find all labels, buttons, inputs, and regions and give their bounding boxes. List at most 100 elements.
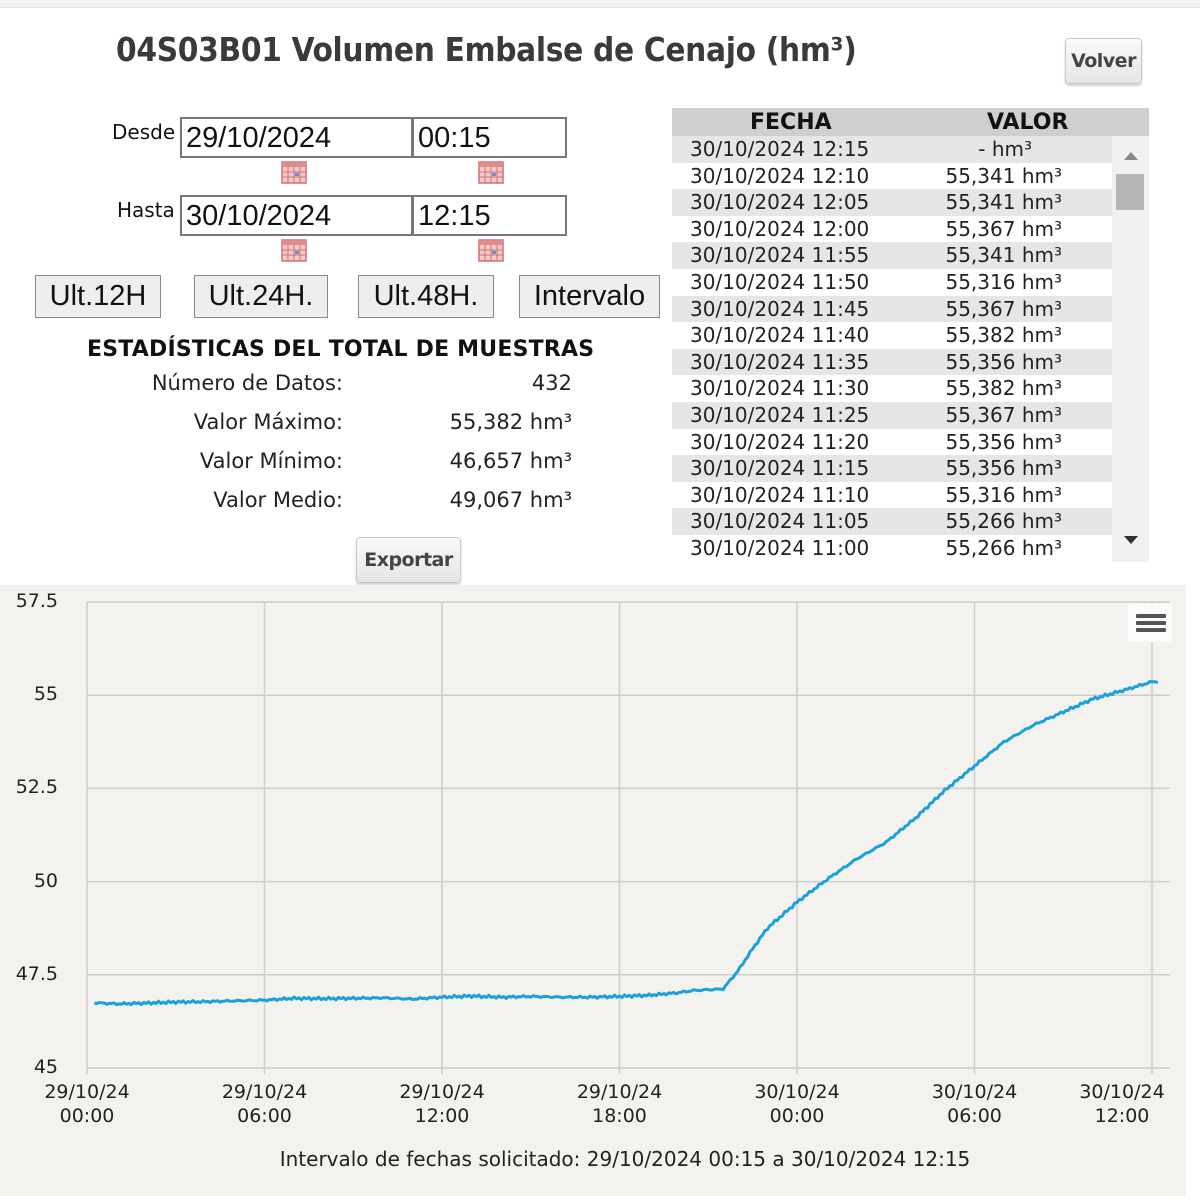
x-tick-date: 30/10/24	[754, 1081, 840, 1103]
table-row[interactable]: 30/10/2024 11:50 55,316 hm³	[672, 268, 1112, 296]
row-fecha: 30/10/2024 11:45	[690, 296, 870, 321]
x-axis-tick-label: 29/10/24 12:00	[382, 1080, 502, 1128]
table-row[interactable]: 30/10/2024 11:20 55,356 hm³	[672, 428, 1112, 456]
row-fecha: 30/10/2024 11:25	[690, 402, 870, 427]
row-fecha: 30/10/2024 11:30	[690, 376, 870, 401]
x-tick-time: 12:00	[414, 1105, 470, 1127]
table-row[interactable]: 30/10/2024 12:05 55,341 hm³	[672, 189, 1112, 216]
table-row[interactable]: 30/10/2024 11:40 55,382 hm³	[672, 322, 1112, 349]
x-axis-tick-label: 29/10/24 06:00	[205, 1080, 325, 1128]
row-fecha: 30/10/2024 12:10	[690, 163, 870, 188]
chart-area	[0, 585, 1186, 1196]
y-axis-tick-label: 47.5	[15, 962, 58, 985]
table-row[interactable]: 30/10/2024 11:10 55,316 hm³	[672, 481, 1112, 509]
row-fecha: 30/10/2024 12:00	[690, 216, 870, 241]
row-fecha: 30/10/2024 11:00	[690, 535, 870, 560]
row-fecha: 30/10/2024 11:40	[690, 323, 870, 348]
row-valor: 55,341 hm³	[945, 163, 1062, 188]
row-valor: 55,316 hm³	[945, 269, 1062, 294]
row-fecha: 30/10/2024 11:35	[690, 349, 870, 374]
table-row[interactable]: 30/10/2024 12:15 - hm³	[672, 136, 1112, 163]
stat-count-value: 432	[531, 371, 572, 395]
table-scrollbar[interactable]	[1112, 136, 1149, 562]
scroll-down-arrow-icon[interactable]	[1124, 536, 1138, 544]
hasta-date-input[interactable]: 30/10/2024	[180, 195, 413, 236]
browser-top-edge	[0, 0, 1200, 8]
x-tick-time: 06:00	[237, 1105, 292, 1127]
stat-min-label: Valor Mínimo:	[199, 449, 343, 473]
row-valor: 55,356 hm³	[945, 349, 1062, 374]
last-48h-button[interactable]: Ult.48H.	[358, 275, 494, 318]
row-valor: 55,382 hm³	[945, 376, 1062, 401]
table-row[interactable]: 30/10/2024 11:30 55,382 hm³	[672, 375, 1112, 402]
row-fecha: 30/10/2024 11:05	[690, 509, 870, 534]
y-axis-tick-label: 50	[33, 869, 58, 892]
row-valor: 55,382 hm³	[945, 323, 1062, 348]
stat-mean-label: Valor Medio:	[213, 488, 343, 512]
calendar-icon[interactable]	[281, 238, 307, 262]
x-axis-tick-label: 29/10/24 00:00	[27, 1080, 147, 1128]
row-valor: 55,367 hm³	[945, 296, 1062, 321]
date-interval-note: Intervalo de fechas solicitado: 29/10/20…	[279, 1147, 971, 1171]
y-axis-tick-label: 45	[33, 1056, 58, 1078]
table-row[interactable]: 30/10/2024 11:35 55,356 hm³	[672, 348, 1112, 376]
scroll-thumb[interactable]	[1116, 174, 1144, 210]
desde-time-input[interactable]: 00:15	[412, 117, 567, 158]
row-fecha: 30/10/2024 11:50	[690, 269, 870, 294]
hasta-time-input[interactable]: 12:15	[412, 195, 567, 236]
row-fecha: 30/10/2024 11:15	[690, 456, 870, 481]
x-axis-tick-label: 29/10/24 18:00	[560, 1080, 680, 1128]
last-12h-button[interactable]: Ult.12H	[35, 275, 161, 318]
data-table: FECHA VALOR 30/10/2024 12:15- hm³ 30/10/2…	[672, 108, 1149, 562]
row-valor: 55,356 hm³	[945, 429, 1062, 454]
calendar-icon[interactable]	[478, 238, 504, 262]
interval-button[interactable]: Intervalo	[519, 275, 660, 318]
row-fecha: 30/10/2024 12:05	[690, 190, 870, 215]
stats-title: ESTADÍSTICAS DEL TOTAL DE MUESTRAS	[87, 337, 595, 362]
row-valor: 55,367 hm³	[945, 216, 1062, 241]
x-tick-date: 30/10/24	[931, 1081, 1018, 1103]
table-row[interactable]: 30/10/2024 11:05 55,266 hm³	[672, 508, 1112, 535]
x-axis-tick-label: 30/10/24 00:00	[737, 1080, 857, 1128]
x-tick-time: 06:00	[947, 1105, 1002, 1127]
page-title: 04S03B01 Volumen Embalse de Cenajo (hm³)	[116, 30, 857, 69]
stat-min-value: 46,657 hm³	[449, 449, 572, 473]
row-fecha: 30/10/2024 11:10	[690, 482, 870, 507]
stat-max-value: 55,382 hm³	[449, 410, 572, 434]
x-tick-date: 29/10/24	[399, 1081, 485, 1103]
row-fecha: 30/10/2024 11:20	[690, 429, 870, 454]
row-fecha: 30/10/2024 12:15	[690, 137, 870, 161]
back-button[interactable]: Volver	[1065, 38, 1142, 84]
table-row[interactable]: 30/10/2024 11:15 55,356 hm³	[672, 455, 1112, 482]
table-row[interactable]: 30/10/2024 12:10 55,341 hm³	[672, 162, 1112, 190]
stat-count-label: Número de Datos:	[151, 371, 343, 395]
x-tick-time: 00:00	[769, 1105, 825, 1127]
y-axis-tick-label: 52.5	[15, 776, 58, 799]
x-axis-tick-label: 30/10/24 06:00	[915, 1080, 1035, 1128]
stat-max-label: Valor Máximo:	[193, 410, 343, 434]
y-axis-tick-label: 57.5	[15, 590, 58, 612]
table-row[interactable]: 30/10/2024 12:00 55,367 hm³	[672, 215, 1112, 243]
hamburger-menu-icon[interactable]	[1128, 604, 1172, 642]
table-body[interactable]: 30/10/2024 12:15 - hm³ 30/10/2024 12:10 55,…	[672, 136, 1112, 562]
calendar-icon[interactable]	[478, 160, 504, 184]
table-row[interactable]: 30/10/2024 11:45 55,367 hm³	[672, 295, 1112, 323]
hasta-label: Hasta	[117, 198, 175, 222]
row-valor: 55,341 hm³	[945, 243, 1062, 268]
scroll-up-arrow-icon[interactable]	[1124, 152, 1138, 160]
export-button[interactable]: Exportar	[356, 537, 461, 583]
row-valor: 55,356 hm³	[945, 456, 1062, 481]
last-24h-button[interactable]: Ult.24H.	[194, 275, 328, 318]
stat-mean-value: 49,067 hm³	[449, 488, 572, 512]
table-row[interactable]: 30/10/2024 11:25 55,367 hm³	[672, 401, 1112, 429]
table-row[interactable]: 30/10/2024 11:00 55,266 hm³	[672, 534, 1112, 562]
table-row[interactable]: 30/10/2024 11:55 55,341 hm³	[672, 242, 1112, 269]
row-valor: 55,341 hm³	[945, 190, 1062, 215]
row-valor: 55,266 hm³	[945, 535, 1062, 560]
x-tick-date: 29/10/24	[44, 1081, 130, 1103]
desde-date-input[interactable]: 29/10/2024	[180, 117, 413, 158]
x-tick-time: 18:00	[592, 1105, 647, 1127]
column-header-valor: VALOR	[987, 110, 1069, 135]
calendar-icon[interactable]	[281, 160, 307, 184]
